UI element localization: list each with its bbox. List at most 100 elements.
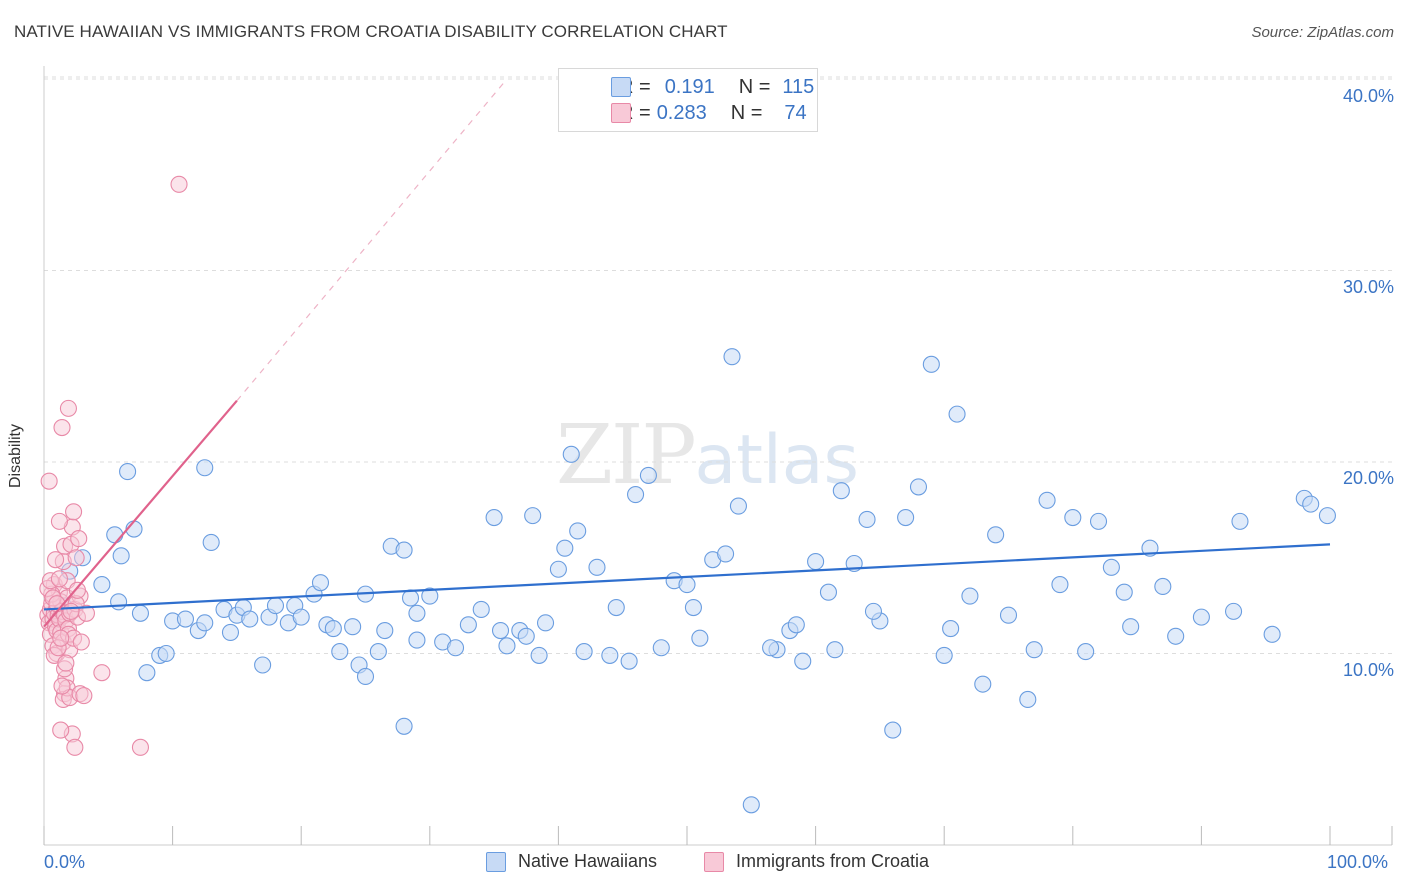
legend-label: Native Hawaiians	[518, 851, 658, 871]
stats-row-immigrants-croatia: R = 0.283 N = 74	[585, 101, 807, 125]
data-point-native-hawaiian	[1231, 512, 1249, 530]
data-point-native-hawaiian	[807, 553, 825, 571]
data-point-native-hawaiian	[1263, 625, 1281, 643]
data-point-native-hawaiian	[176, 610, 195, 628]
data-point-native-hawaiian	[742, 796, 760, 814]
data-point-croatia	[62, 602, 80, 620]
x-tick-label-max: 100.0%	[1327, 852, 1389, 872]
data-point-native-hawaiian	[491, 621, 510, 640]
data-point-native-hawaiian	[1122, 618, 1140, 636]
data-point-native-hawaiian	[1019, 690, 1037, 709]
data-point-native-hawaiian	[826, 641, 844, 659]
trend-lines	[43, 78, 1331, 628]
data-point-native-hawaiian	[1051, 576, 1069, 594]
data-point-croatia	[47, 551, 65, 569]
n-value: 115	[782, 75, 815, 98]
data-point-croatia	[75, 687, 93, 705]
data-point-croatia	[40, 472, 58, 490]
data-point-native-hawaiian	[620, 652, 638, 670]
data-point-native-hawaiian	[717, 545, 735, 563]
data-point-native-hawaiian	[395, 717, 413, 735]
data-point-native-hawaiian	[549, 560, 567, 578]
n-value: 74	[784, 101, 807, 124]
data-point-native-hawaiian	[942, 620, 960, 638]
data-point-croatia	[50, 570, 68, 588]
data-point-native-hawaiian	[562, 445, 580, 463]
data-point-native-hawaiian	[897, 508, 915, 527]
data-point-native-hawaiian	[729, 497, 747, 515]
data-point-native-hawaiian	[864, 602, 883, 620]
data-point-croatia	[50, 512, 68, 530]
data-point-native-hawaiian	[569, 522, 587, 540]
legend-item-native-hawaiians[interactable]: Native Hawaiians	[486, 851, 657, 872]
data-point-native-hawaiian	[311, 574, 330, 592]
data-point-native-hawaiian	[344, 618, 362, 636]
data-point-native-hawaiian	[1064, 508, 1082, 527]
r-value: 0.191	[664, 75, 715, 98]
data-point-native-hawaiian	[556, 539, 574, 557]
data-point-native-hawaiian	[1025, 641, 1043, 659]
data-point-native-hawaiian	[884, 721, 902, 739]
chart-title: NATIVE HAWAIIAN VS IMMIGRANTS FROM CROAT…	[14, 22, 728, 41]
data-point-native-hawaiian	[446, 639, 465, 657]
data-point-native-hawaiian	[961, 587, 979, 605]
series-immigrants-croatia	[39, 175, 188, 756]
data-point-native-hawaiian	[999, 606, 1018, 624]
data-point-native-hawaiian	[106, 526, 124, 544]
data-point-native-hawaiian	[627, 486, 645, 504]
data-point-native-hawaiian	[1302, 495, 1320, 513]
data-point-native-hawaiian	[356, 667, 375, 686]
data-point-native-hawaiian	[787, 616, 805, 634]
data-point-native-hawaiian	[530, 646, 548, 664]
data-point-croatia	[59, 399, 77, 417]
data-point-native-hawaiian	[974, 675, 992, 693]
data-point-native-hawaiian	[331, 643, 349, 661]
data-point-native-hawaiian	[1154, 577, 1172, 596]
data-point-native-hawaiian	[652, 639, 670, 657]
data-point-native-hawaiian	[395, 541, 413, 559]
y-tick-label: 40.0%	[1342, 86, 1394, 106]
r-value: 0.283	[656, 101, 707, 124]
gridlines	[44, 76, 1392, 654]
data-point-native-hawaiian	[408, 631, 426, 649]
data-point-native-hawaiian	[112, 547, 130, 565]
data-point-native-hawaiian	[601, 646, 619, 664]
data-point-croatia	[131, 738, 149, 756]
data-point-native-hawaiian	[762, 639, 780, 657]
data-point-native-hawaiian	[575, 643, 593, 661]
data-point-native-hawaiian	[119, 463, 137, 481]
data-point-native-hawaiian	[241, 610, 259, 628]
trend-line-native-hawaiians	[43, 543, 1331, 611]
data-point-native-hawaiian	[1089, 512, 1108, 530]
y-tick-label: 10.0%	[1342, 660, 1394, 680]
data-point-croatia	[57, 654, 75, 672]
data-point-native-hawaiian	[1038, 491, 1056, 509]
watermark-atlas: atlas	[694, 421, 859, 500]
data-point-native-hawaiian	[536, 614, 555, 632]
data-point-native-hawaiian	[987, 526, 1005, 544]
data-point-native-hawaiian	[1225, 602, 1243, 620]
data-point-native-hawaiian	[110, 593, 128, 611]
data-point-native-hawaiian	[723, 348, 741, 366]
legend-swatch-blue	[486, 851, 506, 872]
data-point-native-hawaiian	[131, 604, 149, 622]
data-point-native-hawaiian	[639, 466, 657, 484]
data-point-native-hawaiian	[678, 576, 696, 594]
data-point-native-hawaiian	[324, 620, 342, 638]
data-point-native-hawaiian	[93, 576, 111, 594]
data-point-croatia	[66, 738, 84, 756]
legend-swatch-blue	[611, 77, 631, 97]
data-point-native-hawaiian	[138, 664, 156, 682]
data-point-croatia	[68, 581, 86, 599]
data-point-croatia	[52, 629, 70, 647]
legend-label: Immigrants from Croatia	[736, 851, 930, 871]
legend-item-immigrants-croatia[interactable]: Immigrants from Croatia	[704, 851, 929, 872]
data-point-native-hawaiian	[935, 646, 953, 664]
x-tick-label-min: 0.0%	[44, 852, 86, 872]
data-point-croatia	[67, 549, 85, 567]
trend-line-croatia-extension	[236, 78, 508, 402]
trend-line-croatia	[43, 400, 238, 628]
data-point-native-hawaiian	[1192, 608, 1210, 626]
data-point-native-hawaiian	[1167, 627, 1185, 645]
